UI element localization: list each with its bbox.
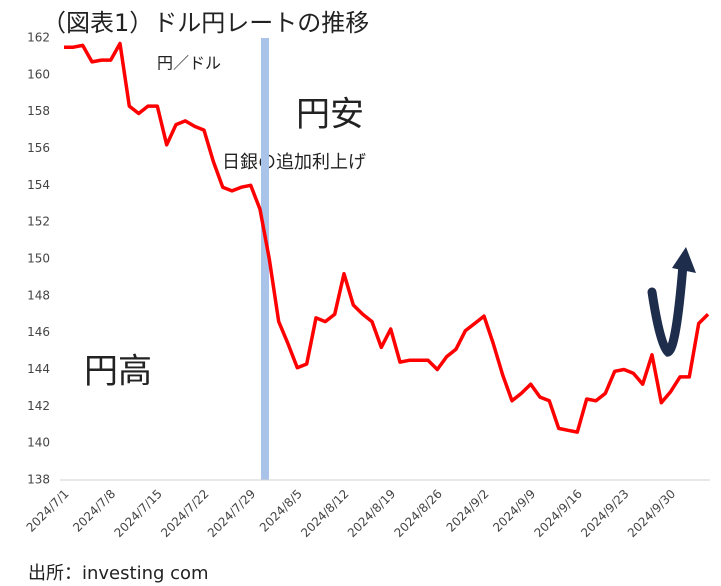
data-line: [64, 41, 710, 434]
x-tick-label: 2024/8/19: [345, 487, 398, 540]
y-tick-label: 156: [27, 141, 50, 155]
arrow-head: [672, 247, 696, 273]
annotation: 日銀の追加利上げ: [222, 152, 366, 173]
x-tick-label: 2024/8/26: [392, 487, 445, 540]
x-tick-label: 2024/9/30: [625, 487, 678, 540]
x-tick-label: 2024/7/29: [205, 487, 258, 540]
y-tick-label: 144: [27, 362, 50, 376]
x-tick-label: 2024/7/22: [158, 487, 211, 540]
x-tick-label: 2024/8/12: [298, 487, 351, 540]
x-tick-label: 2024/7/1: [24, 487, 72, 535]
event-band: [261, 38, 269, 480]
y-axis-label: 円／ドル: [157, 54, 221, 73]
y-tick-label: 146: [27, 325, 50, 339]
y-tick-label: 148: [27, 288, 50, 302]
y-tick-label: 160: [27, 67, 50, 81]
y-tick-label: 152: [27, 215, 50, 229]
trend-arrow: [647, 260, 688, 357]
x-tick-label: 2024/7/8: [70, 487, 118, 535]
x-tick-label: 2024/9/9: [490, 487, 538, 535]
y-tick-label: 162: [27, 31, 50, 45]
source-note: 出所：investing com: [28, 563, 209, 584]
y-tick-label: 140: [27, 436, 50, 450]
y-tick-label: 158: [27, 104, 50, 118]
y-tick-label: 142: [27, 399, 50, 413]
annotation: 円高: [84, 352, 152, 392]
x-tick-label: 2024/9/16: [532, 487, 585, 540]
x-tick-label: 2024/8/5: [257, 487, 305, 535]
x-tick-label: 2024/9/2: [444, 487, 492, 535]
y-tick-label: 138: [27, 473, 50, 487]
y-tick-label: 150: [27, 252, 50, 266]
chart-title: （図表1）ドル円レートの推移: [42, 9, 369, 37]
annotation: 円安: [296, 95, 364, 135]
y-tick-label: 154: [27, 178, 50, 192]
x-tick-label: 2024/9/23: [578, 487, 631, 540]
x-tick-label: 2024/7/15: [112, 487, 165, 540]
